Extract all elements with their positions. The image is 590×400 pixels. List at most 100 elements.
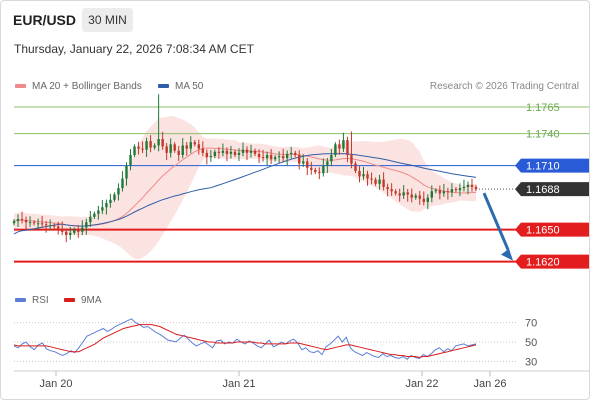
candle-body [326,161,329,166]
candle-body [366,174,369,179]
candle-body [414,195,417,198]
timestamp: Thursday, January 22, 2026 7:08:34 AM CE… [14,42,254,56]
candle-body [40,223,44,225]
candle-body [410,194,413,198]
candle-body [177,150,180,155]
candle-body [458,188,462,191]
candle-body [61,228,64,232]
candle-body [93,213,96,217]
candle-body [73,229,76,233]
candle-body [378,179,381,184]
candle-body [44,224,48,226]
candle-body [454,189,458,191]
level-tag-4 [515,222,589,237]
x-tick-0: Jan 20 [39,378,72,390]
candle-body [277,156,281,158]
candle-body [48,225,52,227]
candle-body [229,151,233,154]
candle-body [185,145,188,149]
candle-body [306,161,309,168]
candle-body [338,144,341,149]
candle-body [386,187,389,190]
ma9-swatch [64,298,75,303]
candle-body [462,187,466,189]
candle-body [225,150,229,154]
candle-body [89,216,92,223]
candle-body [261,157,265,159]
candle-body [398,193,401,196]
ma50-label: MA 50 [175,81,204,92]
candle-body [253,150,257,154]
candle-body [394,191,397,194]
candle-body [173,144,176,151]
forecast-arrow-head [501,248,513,261]
candle-body [273,157,277,160]
candle-body [197,144,201,149]
candle-body [16,219,20,222]
candle-body [257,153,261,158]
candle-body [318,172,321,174]
legend-9ma: 9MA [64,295,102,306]
candle-body [52,225,56,227]
candle-body [101,207,104,211]
candle-body [466,184,470,187]
candle-body [69,232,72,235]
candle-body [20,219,24,221]
candle-body [442,191,446,194]
candle-body [213,151,217,157]
candle-body [56,226,60,229]
x-tick-2: Jan 22 [405,378,438,390]
candle-body [302,161,305,164]
candle-body [314,169,317,173]
level-label-4: 1.1650 [526,225,560,237]
candle-body [12,221,16,224]
candle-body [209,156,213,158]
candle-body [294,152,297,155]
timeframe-button[interactable]: 30 MIN [82,8,133,32]
candle-body [153,145,156,148]
level-tag-5 [515,254,589,269]
rsi-ma9-line [13,324,477,359]
candle-body [438,190,442,194]
candle-body [113,194,116,200]
candle-body [217,151,221,153]
candle-body [125,165,128,179]
candle-body [205,152,209,158]
candle-body [374,179,377,184]
rsi-tick-0: 70 [525,318,537,330]
legend-ma50: MA 50 [158,81,203,92]
candle-body [85,222,88,228]
candle-body [105,203,108,208]
legend-rsi: RSI [15,295,49,306]
candle-body [201,148,205,153]
candle-body [249,150,253,153]
candle-body [65,231,68,235]
candle-body [161,139,164,147]
candle-body [245,149,249,153]
candle-body [430,191,434,198]
candle-body [133,146,136,155]
candle-body [334,144,337,155]
bollinger-band-fill [14,116,476,260]
candle-body [390,189,393,192]
x-tick-3: Jan 26 [473,378,506,390]
candle-body [169,144,172,153]
ma50-line [13,153,477,235]
candle-body [354,163,357,171]
candle-body [298,155,301,164]
candle-body [109,199,112,203]
candle-body [281,156,285,159]
candle-body [289,152,293,154]
candle-body [434,190,438,192]
candle-body [77,229,80,232]
candle-body [181,145,184,155]
candle-body [36,223,40,225]
rsi-label: RSI [32,295,49,306]
ma50-swatch [158,84,169,89]
candle-body [330,155,333,162]
candle-body [32,222,36,224]
level-label-1: 1.1740 [526,129,560,141]
candle-body [189,142,192,149]
